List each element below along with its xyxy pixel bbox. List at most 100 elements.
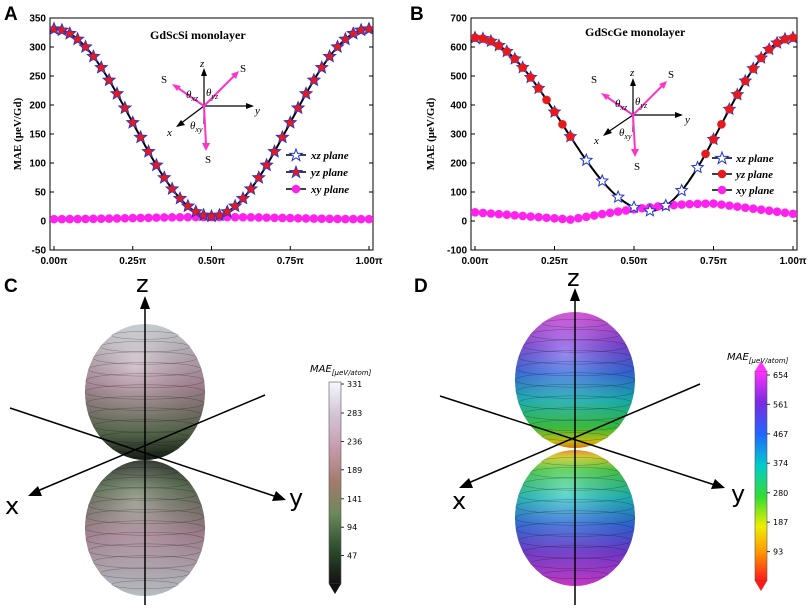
yz-plane-point	[78, 39, 93, 54]
yz-plane-point	[164, 181, 180, 196]
xy-plane-point	[605, 208, 615, 218]
yz-plane-point	[741, 76, 750, 86]
yz-plane-point	[86, 48, 101, 63]
inset-spin-arrowhead	[631, 149, 639, 157]
x-tick-label: 0.75π	[277, 256, 304, 267]
xy-plane-point	[669, 200, 679, 210]
xy-plane-point	[325, 214, 334, 224]
yz-plane-point	[542, 95, 551, 105]
xy-plane-point	[550, 214, 559, 223]
xy-plane-point	[613, 207, 623, 216]
z-axis-arrowhead	[140, 296, 150, 309]
xy-plane-point	[262, 213, 271, 222]
yz-plane-point	[109, 86, 125, 100]
y-tick-label: 350	[29, 14, 46, 25]
z-axis-label: z	[567, 264, 580, 292]
axis-ticks: 350 300 250 200 150 100 50 0 -500.00π 0.25π 0.50π 0…	[29, 14, 383, 268]
x-axis-line	[34, 394, 266, 493]
x-axis-label: x	[5, 492, 19, 520]
xy-plane-point	[566, 215, 575, 224]
xy-plane-point	[756, 205, 766, 214]
xy-plane-point	[356, 214, 366, 224]
colorbar-tick-label: 331	[347, 380, 362, 389]
data-marks	[50, 21, 373, 224]
legend-label-yz: yz plane	[734, 169, 773, 181]
xy-plane-point	[57, 214, 67, 224]
yz-plane-point	[494, 41, 504, 50]
yz-plane-point	[275, 129, 290, 144]
yz-plane-point	[172, 190, 188, 205]
xy-plane-point	[597, 209, 607, 219]
colorbar-tick-label: 93	[773, 548, 783, 557]
legend-label-xy: xy plane	[735, 185, 774, 197]
yz-plane-point	[502, 47, 512, 56]
y-axis-arrowhead	[711, 479, 725, 489]
xy-plane-point	[270, 213, 279, 223]
inset-spin-label: S	[591, 74, 597, 86]
inset-theta-label: θxz	[186, 89, 199, 103]
legend: xz plane yz plane xy plane	[712, 150, 774, 197]
yz-plane-point	[306, 72, 322, 87]
inset-theta-label: θyz	[635, 96, 648, 110]
yz-plane-point	[50, 21, 62, 36]
yz-plane-point	[70, 31, 85, 46]
colorbar-tick-label: 283	[347, 409, 362, 418]
inset-y-label: y	[254, 105, 260, 117]
y-tick-label: 200	[29, 101, 46, 112]
yz-plane-point	[251, 170, 266, 184]
xy-plane-point	[50, 214, 59, 224]
colorbar-end-cap	[329, 584, 341, 594]
xy-plane-point	[348, 214, 358, 224]
inset-spin-label: S	[240, 63, 246, 75]
yz-plane-point	[125, 115, 140, 129]
xy-plane-point	[701, 199, 710, 208]
x-tick-label: 0.25π	[541, 256, 568, 267]
inset-theta-label: θxz	[615, 98, 628, 112]
x-tick-label: 1.00π	[779, 256, 806, 267]
y-axis-line	[9, 407, 281, 499]
xy-plane-point	[589, 211, 599, 220]
xy-plane-point	[230, 212, 240, 222]
xy-plane-point	[152, 213, 161, 222]
xy-plane-point	[136, 213, 145, 223]
x-axis-arrowhead	[459, 478, 473, 488]
x-tick-label: 0.50π	[198, 256, 225, 267]
y-tick-label: 400	[450, 101, 467, 112]
inset-spin-label: S	[668, 69, 674, 81]
xy-plane-point	[128, 213, 138, 223]
xy-plane-point	[748, 204, 758, 213]
yz-plane-point	[141, 144, 156, 158]
yz-plane-point	[788, 33, 797, 43]
xy-plane-point	[120, 213, 130, 223]
legend-marker-yz	[288, 164, 304, 179]
yz-plane-point	[566, 132, 575, 141]
colorbar-tick-label: 374	[773, 459, 788, 468]
xy-plane-point	[333, 214, 342, 224]
legend-marker-yz	[717, 169, 727, 179]
xy-plane-point	[254, 213, 264, 222]
inset-theta-label: θxy	[619, 127, 632, 141]
xy-plane-point	[510, 211, 520, 220]
yz-plane-point	[756, 53, 766, 63]
colorbar-tick-label: 280	[773, 489, 788, 498]
inset-y-label: y	[684, 114, 690, 126]
yz-plane-point	[94, 60, 109, 74]
xy-plane-point	[518, 211, 527, 221]
inset-spin-arrow-xz	[177, 87, 205, 107]
chart-title: GdScGe monolayer	[585, 25, 686, 39]
x-axis-arrowhead	[28, 486, 42, 496]
colorbar-tick-label: 141	[347, 495, 362, 504]
inset-spin-arrow-yz	[203, 75, 235, 107]
coordinate-inset: z y x S S S θxz θyz θxy	[161, 58, 260, 166]
y-tick-label: 0	[461, 217, 467, 228]
inset-y-arrowhead	[246, 103, 254, 109]
y-axis-line	[439, 395, 719, 487]
yz-plane-point	[725, 104, 734, 114]
xy-plane-point	[558, 214, 567, 224]
yz-plane-point	[330, 39, 345, 54]
y-tick-label: 100	[29, 159, 46, 170]
y-tick-label: 50	[35, 188, 47, 199]
z-axis-label: z	[136, 270, 149, 298]
